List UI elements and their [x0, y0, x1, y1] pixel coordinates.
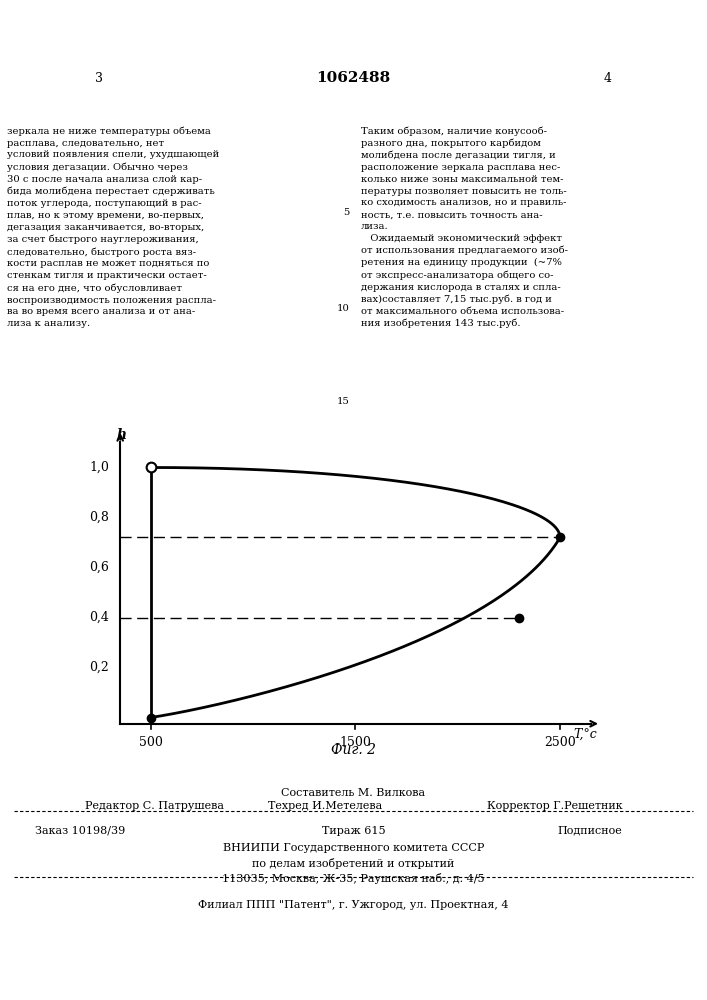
Text: 4: 4	[604, 72, 612, 85]
Text: ВНИИПИ Государственного комитета СССР: ВНИИПИ Государственного комитета СССР	[223, 843, 484, 853]
Text: по делам изобретений и открытий: по делам изобретений и открытий	[252, 858, 455, 869]
Text: 5: 5	[344, 208, 350, 217]
Text: 0,6: 0,6	[89, 561, 109, 574]
Text: 2500: 2500	[544, 736, 576, 749]
Text: h: h	[116, 428, 127, 442]
Text: 0,2: 0,2	[89, 661, 109, 674]
Text: Подписное: Подписное	[557, 826, 622, 836]
Text: 0,8: 0,8	[89, 511, 109, 524]
Text: 3: 3	[95, 72, 103, 85]
Text: Заказ 10198/39: Заказ 10198/39	[35, 826, 126, 836]
Text: 0,4: 0,4	[89, 611, 109, 624]
Text: Редактор С. Патрушева: Редактор С. Патрушева	[85, 801, 224, 811]
Text: T,°c: T,°c	[573, 728, 597, 740]
Text: 1,0: 1,0	[89, 461, 109, 474]
Text: Филиал ППП "Патент", г. Ужгород, ул. Проектная, 4: Филиал ППП "Патент", г. Ужгород, ул. Про…	[198, 900, 509, 910]
Text: 15: 15	[337, 397, 350, 406]
Text: 500: 500	[139, 736, 163, 749]
Text: Тираж 615: Тираж 615	[322, 826, 385, 836]
Text: 10: 10	[337, 304, 350, 313]
Text: Фиг. 2: Фиг. 2	[331, 743, 376, 757]
Text: 1062488: 1062488	[316, 71, 391, 85]
Text: 113035, Москва, Ж-35, Раушская наб., д. 4/5: 113035, Москва, Ж-35, Раушская наб., д. …	[222, 874, 485, 884]
Text: Техред И.Метелева: Техред И.Метелева	[268, 801, 382, 811]
Text: Составитель М. Вилкова: Составитель М. Вилкова	[281, 788, 426, 798]
Text: Корректор Г.Решетник: Корректор Г.Решетник	[486, 801, 622, 811]
Text: зеркала не ниже температуры объема
расплава, следовательно, нет
условий появлени: зеркала не ниже температуры объема распл…	[7, 126, 219, 328]
Text: 1500: 1500	[339, 736, 371, 749]
Text: Таким образом, наличие конусооб-
разного дна, покрытого карбидом
молибдена после: Таким образом, наличие конусооб- разного…	[361, 126, 568, 328]
